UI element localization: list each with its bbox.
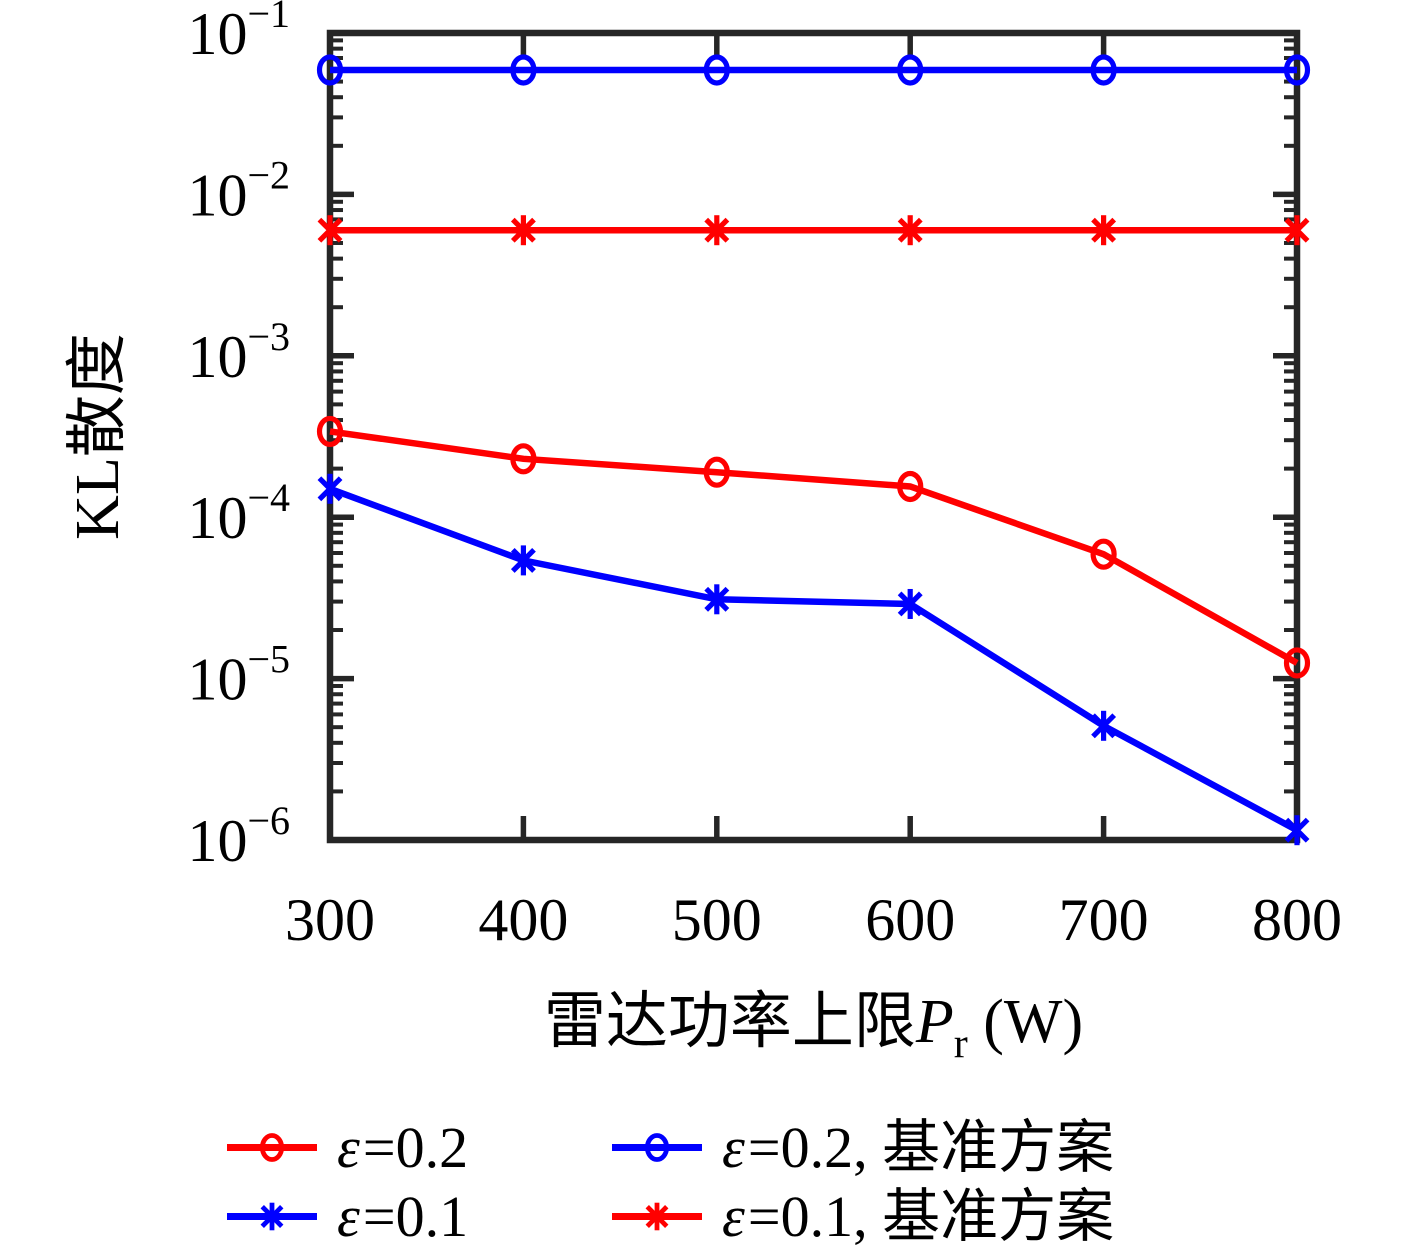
epsilon-symbol: ε: [722, 1114, 745, 1180]
svg-text:10−3: 10−3: [187, 314, 290, 390]
svg-text:10−6: 10−6: [187, 798, 290, 874]
svg-text:600: 600: [865, 887, 955, 953]
series-eps01: [317, 473, 1310, 846]
legend-label-eps01-baseline: ε=0.1, 基准方案: [722, 1187, 1114, 1246]
legend: ε=0.2 ε=0.2, 基准方案 ε=0.1 ε=0.1, 基准方案: [225, 1113, 1114, 1251]
legend-label-eps01: ε=0.1: [337, 1187, 468, 1246]
svg-text:300: 300: [285, 887, 375, 953]
series-eps02-baseline: [316, 54, 1311, 86]
epsilon-symbol: ε: [337, 1114, 360, 1180]
svg-text:800: 800: [1252, 887, 1342, 953]
x-axis-label: 雷达功率上限Pr (W): [544, 988, 1083, 1067]
svg-text:400: 400: [478, 887, 568, 953]
legend-key-asterisk-red-icon: [612, 1202, 702, 1231]
epsilon-symbol: ε: [722, 1183, 745, 1249]
svg-text:10−5: 10−5: [187, 637, 290, 713]
series-eps01-baseline: [317, 215, 1310, 246]
y-axis-minor-ticks: [330, 38, 1297, 794]
legend-key-asterisk-blue-icon: [227, 1202, 317, 1231]
legend-key-circle-red-icon: [227, 1133, 317, 1162]
svg-text:10−2: 10−2: [187, 152, 290, 228]
legend-label-text: =0.1: [362, 1183, 469, 1249]
svg-text:500: 500: [672, 887, 762, 953]
legend-key-circle-blue-icon: [612, 1133, 702, 1162]
legend-label-text: =0.1, 基准方案: [747, 1183, 1115, 1249]
svg-text:700: 700: [1059, 887, 1149, 953]
legend-entry-eps01: ε=0.1: [225, 1182, 610, 1251]
legend-entry-eps02: ε=0.2: [225, 1113, 610, 1182]
legend-entry-eps02-baseline: ε=0.2, 基准方案: [610, 1113, 1114, 1182]
x-axis-ticks: [327, 33, 1300, 840]
y-axis-ticks: [330, 30, 1297, 843]
y-axis-label: KL散度: [64, 333, 132, 540]
chart-plot-area: 300 400 500 600 700 80010−110−210−310−410−510…: [64, 0, 1342, 1067]
svg-text:10−4: 10−4: [187, 475, 290, 551]
legend-label-text: =0.2, 基准方案: [747, 1114, 1115, 1180]
x-tick-labels: 300 400 500 600 700 800: [285, 887, 1342, 953]
legend-label-text: =0.2: [362, 1114, 469, 1180]
legend-label-eps02: ε=0.2: [337, 1118, 468, 1177]
legend-entry-eps01-baseline: ε=0.1, 基准方案: [610, 1182, 1114, 1251]
legend-label-eps02-baseline: ε=0.2, 基准方案: [722, 1118, 1114, 1177]
y-tick-labels: 10−1 10−2 10−3 10−4 10−5 10−6: [187, 0, 290, 874]
series-eps02: [316, 415, 1311, 679]
epsilon-symbol: ε: [337, 1183, 360, 1249]
svg-text:10−1: 10−1: [187, 0, 290, 67]
axes-box: [326, 29, 1301, 844]
